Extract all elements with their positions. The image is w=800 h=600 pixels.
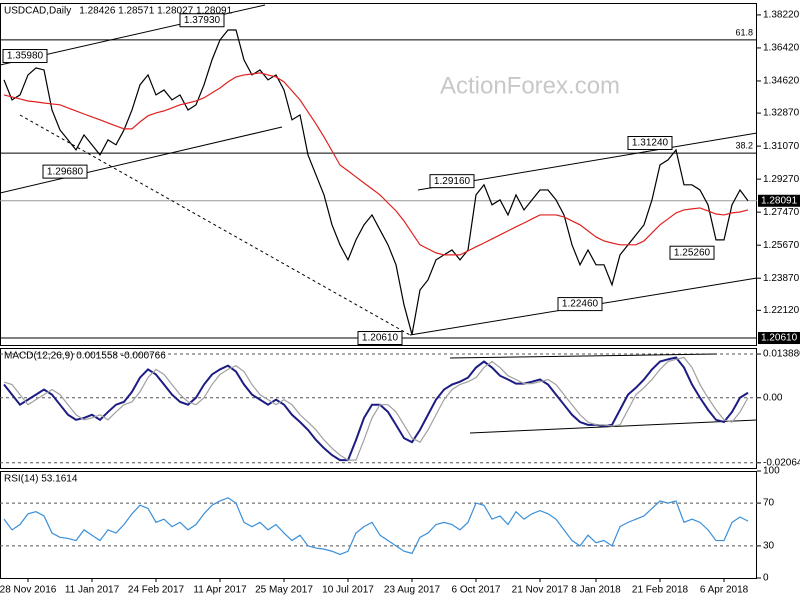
annotation-label: 1.31240 — [632, 138, 669, 149]
trend-line — [469, 419, 758, 434]
x-tick-label: 6 Oct 2017 — [452, 585, 501, 596]
y-tick-label: -0.020648 — [763, 457, 800, 468]
x-tick-label: 10 Jul 2017 — [322, 585, 374, 596]
series-line — [3, 356, 749, 461]
watermark: ActionForex.com — [440, 72, 620, 99]
series-line — [3, 497, 749, 556]
x-tick-label: 23 Aug 2017 — [384, 585, 441, 596]
annotation-label: 1.20610 — [362, 333, 399, 344]
series-line — [3, 29, 749, 335]
y-tick-label: 1.22120 — [763, 305, 800, 316]
annotation-box — [557, 297, 603, 312]
panel-frame — [0, 471, 757, 579]
x-tick-label: 11 Apr 2017 — [193, 585, 247, 596]
x-tick-label: 28 Nov 2016 — [0, 585, 57, 596]
x-tick-label: 21 Nov 2017 — [512, 585, 569, 596]
y-tick-label: 70 — [763, 498, 775, 509]
y-tick-label: 1.32870 — [763, 108, 800, 119]
panel-title: USDCAD,Daily — [4, 6, 71, 17]
annotation-box — [42, 164, 88, 179]
annotation-label: 1.35980 — [7, 51, 44, 62]
y-tick-label: 1.29270 — [763, 174, 800, 185]
annotation-box — [429, 174, 475, 189]
x-tick-label: 21 Feb 2018 — [632, 585, 689, 596]
annotation-box — [669, 245, 715, 260]
y-tick-label: 1.38220 — [763, 10, 800, 21]
level-label: 1.20610 — [761, 333, 798, 344]
y-tick-label: 1.31070 — [763, 141, 800, 152]
x-tick-label: 24 Feb 2017 — [128, 585, 185, 596]
last-price-box — [758, 194, 800, 207]
trend-line — [0, 126, 283, 194]
fib-label: 61.8 — [735, 27, 753, 37]
trend-line — [449, 353, 718, 359]
last-price-label: 1.28091 — [761, 195, 798, 206]
y-tick-label: 0 — [763, 573, 769, 584]
annotation-box — [179, 13, 225, 28]
annotation-box — [627, 135, 673, 150]
panel-subtitle: 1.28426 1.28571 1.28027 1.28091 — [79, 6, 232, 17]
annotation-box — [357, 331, 403, 346]
trend-line — [19, 114, 411, 336]
annotation-label: 1.22460 — [562, 299, 599, 310]
y-tick-label: 0.00 — [763, 392, 783, 403]
y-tick-label: 1.34620 — [763, 76, 800, 87]
panel-title: RSI(14) 53.1614 — [4, 474, 78, 485]
y-tick-label: 1.27470 — [763, 207, 800, 218]
annotation-label: 1.29160 — [434, 176, 471, 187]
panel-title: MACD(12,26,9) 0.001558 -0.000766 — [4, 351, 166, 362]
annotation-label: 1.25260 — [674, 247, 711, 258]
fib-label: 38.2 — [735, 140, 753, 150]
x-tick-label: 11 Jan 2017 — [65, 585, 120, 596]
panel-frame — [0, 3, 757, 346]
level-box — [758, 332, 800, 345]
y-tick-label: 100 — [763, 466, 780, 477]
y-tick-label: 1.23870 — [763, 273, 800, 284]
y-tick-label: 1.25670 — [763, 240, 800, 251]
annotation-label: 1.37930 — [184, 15, 221, 26]
x-tick-label: 8 Jan 2018 — [571, 585, 621, 596]
annotation-label: 1.29680 — [47, 166, 84, 177]
annotation-box — [2, 49, 48, 64]
series-line — [3, 72, 749, 256]
x-tick-label: 6 Apr 2018 — [700, 585, 749, 596]
series-line — [3, 356, 749, 462]
y-tick-label: 1.36420 — [763, 43, 800, 54]
y-tick-label: 30 — [763, 541, 775, 552]
x-tick-label: 25 May 2017 — [255, 585, 313, 596]
panel-frame — [0, 348, 757, 469]
